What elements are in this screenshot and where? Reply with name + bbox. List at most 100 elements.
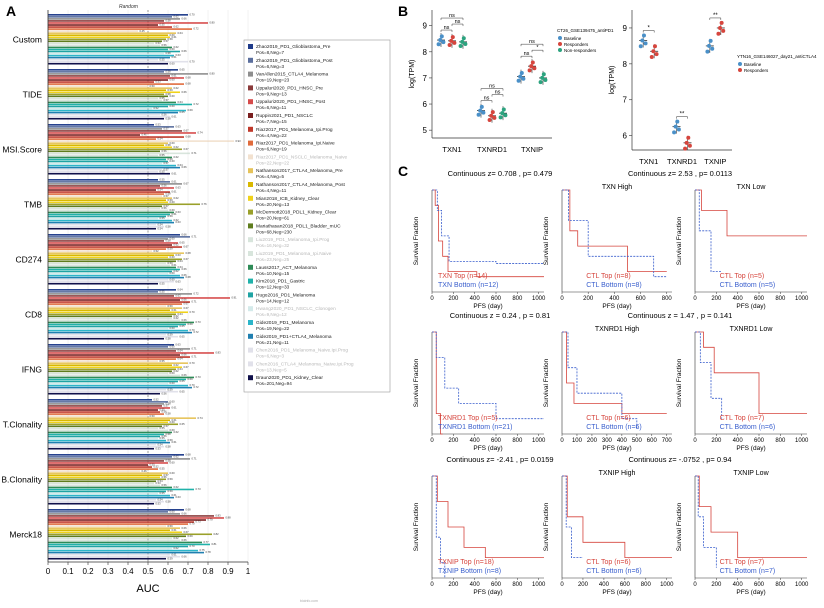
auc-bar: [48, 370, 172, 373]
data-point: [538, 80, 543, 85]
auc-bar-value: 0.55: [160, 359, 166, 363]
auc-bar: [48, 34, 168, 36]
auc-bar: [48, 162, 162, 165]
km-y-title: Survival Fraction: [543, 502, 550, 551]
auc-bar-value: 0.56: [162, 112, 168, 116]
legend-dataset-counts: Pos=22,Neg=22: [256, 160, 290, 165]
auc-bar: [48, 219, 172, 222]
auc-bar-value: 0.62: [174, 430, 180, 434]
auc-bar: [48, 126, 174, 128]
data-point: [521, 76, 526, 81]
auc-bar-value: 0.60: [170, 255, 176, 259]
auc-bar-value: 0.71: [192, 355, 198, 359]
auc-bar-value: 0.63: [176, 125, 182, 129]
auc-bar-value: 0.63: [176, 220, 182, 224]
auc-bar: [48, 427, 158, 430]
auc-bar-value: 0.55: [160, 23, 166, 27]
auc-bar: [48, 419, 170, 421]
category-label-b: TXNIP: [521, 145, 543, 154]
km-legend-top: CTL Top (n=6): [586, 559, 631, 566]
sig-bracket: [709, 17, 722, 20]
auc-bar: [48, 193, 164, 195]
auc-bar-value: 0.60: [170, 237, 176, 241]
data-point: [461, 36, 466, 41]
auc-bar-value: 0.76: [202, 202, 208, 206]
auc-bar-value: 0.64: [178, 287, 184, 291]
auc-bar-value: 0.70: [190, 383, 196, 387]
auc-bar: [48, 417, 196, 419]
sig-label: **: [713, 13, 718, 19]
auc-bar: [48, 109, 186, 112]
auc-bar: [48, 227, 156, 230]
auc-bar: [48, 356, 190, 358]
auc-bar-value: 0.70: [190, 59, 196, 63]
auc-bar: [48, 317, 172, 320]
group-label: B.Clonality: [1, 475, 42, 485]
legend-dataset-name: Hugo2016_PD1_Melanoma: [256, 292, 316, 298]
auc-bar: [48, 380, 178, 383]
auc-bar: [48, 482, 154, 485]
km-legend-top: CTL Top (n=5): [720, 273, 765, 280]
x-tick-label-c: 1000: [795, 582, 809, 588]
auc-bar-value: 0.60: [170, 471, 176, 475]
legend-dataset-counts: Pos=19,Neg=23: [256, 78, 290, 83]
auc-bar: [48, 32, 176, 34]
auc-bar: [48, 244, 172, 246]
legend-label-b: Responders: [564, 42, 589, 47]
data-point: [481, 110, 486, 115]
x-tick-label-c: 200: [587, 438, 598, 444]
auc-bar-value: 0.73: [196, 375, 202, 379]
km-curve-bottom: [562, 475, 583, 558]
auc-bar: [48, 494, 170, 497]
auc-bar-value: 0.77: [204, 540, 210, 544]
km-y-title: Survival Fraction: [413, 502, 420, 551]
category-label-b: TXNRD1: [667, 157, 697, 166]
auc-bar-value: 0.61: [172, 35, 178, 39]
legend-title-b: YTN16_GSE146027_day21_antiCTLA4: [737, 54, 817, 59]
km-curve-bottom: [695, 189, 722, 272]
auc-bar: [48, 268, 180, 271]
km-legend-bottom: CTL Bottom (n=6): [720, 424, 776, 431]
auc-bar-value: 0.61: [172, 552, 178, 556]
auc-bar: [48, 539, 180, 542]
auc-bar-value: 0.72: [194, 102, 200, 106]
auc-bar: [48, 354, 180, 356]
legend-dataset-counts: Pos=201,Neg=94: [256, 381, 292, 386]
km-continuous-stat: Continuous z= 0.708 , p= 0.479: [448, 169, 553, 178]
auc-bar-value: 0.53: [156, 446, 162, 450]
auc-bar: [48, 254, 174, 256]
auc-bar-value: 0.63: [176, 279, 182, 283]
auc-bar-value: 0.50: [150, 414, 156, 418]
sig-bracket: [642, 30, 655, 33]
auc-bar-value: 0.70: [190, 361, 196, 365]
data-point: [460, 39, 465, 44]
auc-bar-value: 0.60: [170, 381, 176, 385]
auc-bar-value: 0.57: [164, 424, 170, 428]
auc-bar: [48, 437, 158, 440]
km-x-title: PFS (day): [736, 445, 765, 452]
auc-bar: [48, 117, 164, 120]
auc-bar-value: 0.65: [180, 389, 186, 393]
data-point: [529, 64, 534, 69]
auc-bar-value: 0.66: [182, 538, 188, 542]
legend-dataset-counts: Pos=23,Neg=25: [256, 257, 290, 262]
auc-bar-value: 0.66: [182, 273, 188, 277]
auc-bar-value: 0.59: [168, 332, 174, 336]
x-tick-label-c: 1000: [795, 438, 809, 444]
auc-bar: [48, 303, 182, 305]
auc-bar-value: 0.62: [174, 369, 180, 373]
auc-bar-value: 0.55: [160, 436, 166, 440]
y-axis-title-b: log(TPM): [609, 66, 616, 95]
auc-bar: [48, 327, 168, 330]
auc-bar: [48, 555, 180, 558]
auc-bar-value: 0.82: [214, 532, 220, 536]
auc-bar: [48, 20, 164, 22]
auc-bar-value: 0.63: [176, 495, 182, 499]
auc-bar: [48, 142, 168, 144]
x-tick-label-c: 200: [711, 438, 722, 444]
auc-bar-value: 0.53: [156, 41, 162, 45]
x-tick-label-c: 600: [754, 296, 765, 302]
auc-bar-value: 0.59: [168, 556, 174, 560]
km-legend-bottom: TXN Bottom (n=12): [438, 282, 499, 289]
data-point: [641, 33, 646, 38]
